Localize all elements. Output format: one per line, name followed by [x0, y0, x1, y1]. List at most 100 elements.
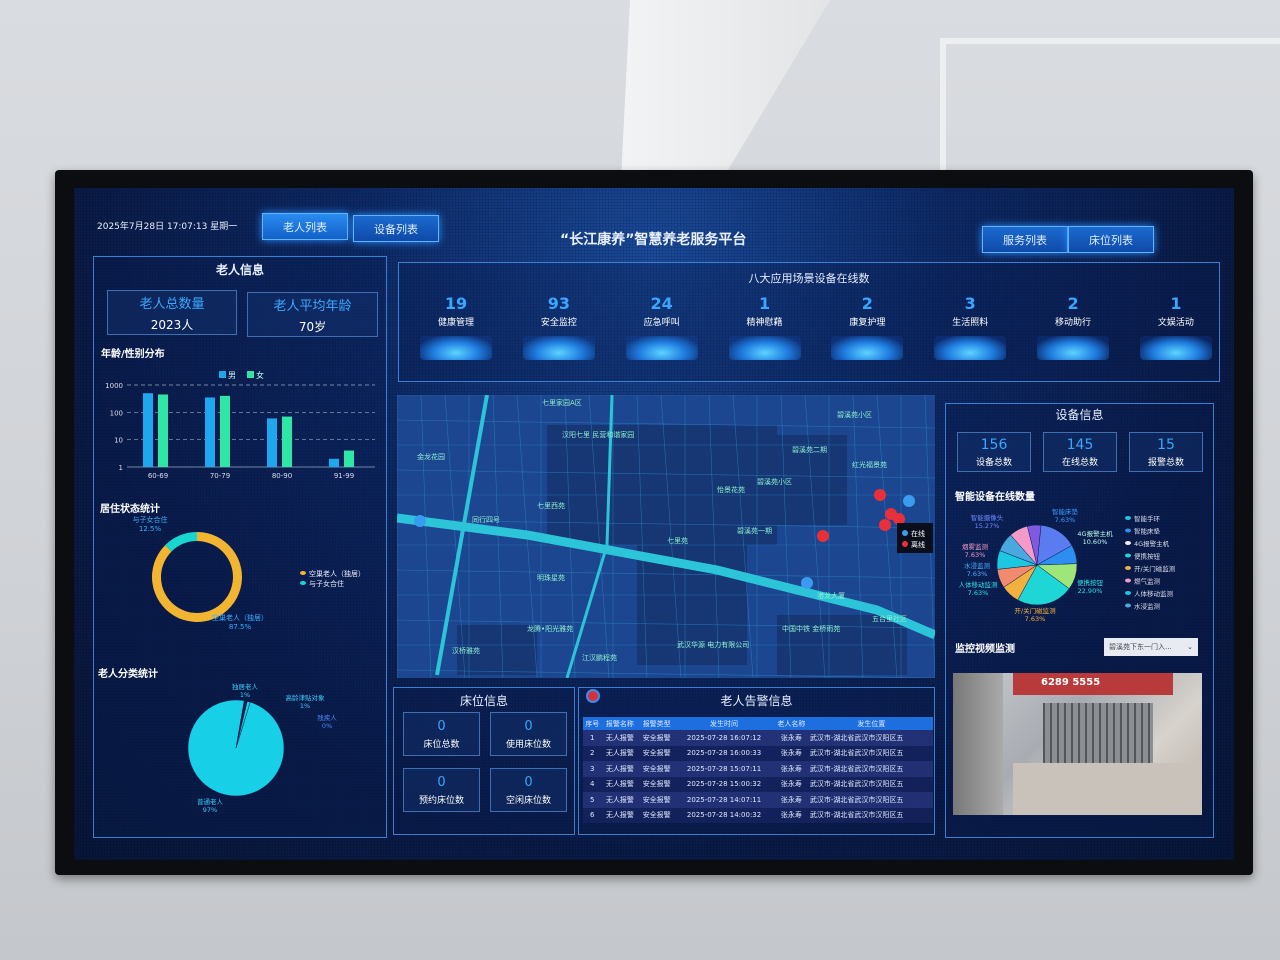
camera-select[interactable]: 碧溪苑下东一门入... ⌄	[1104, 638, 1198, 656]
alarm-cell: 2025-07-28 14:07:11	[675, 792, 773, 808]
alarm-cell: 张永寿	[772, 807, 810, 823]
scene-count: 2	[1067, 294, 1079, 313]
device-online-marker[interactable]	[801, 577, 813, 589]
map-place-label: 七里家园A区	[542, 398, 582, 407]
scene-item[interactable]: 2 康复护理	[827, 294, 907, 360]
slice-label: 残疾人	[317, 713, 337, 722]
elder-list-button[interactable]: 老人列表	[262, 213, 348, 240]
video-door	[953, 673, 1003, 815]
camera-sign: 6289 5555	[1013, 673, 1173, 695]
datetime: 2025年7月28日 17:07:13 星期一	[97, 222, 238, 232]
elder-avg-age-label: 老人平均年龄	[273, 298, 352, 314]
monitor-title: 监控视频监测	[955, 644, 1015, 655]
scene-count: 1	[758, 294, 771, 313]
scene-item[interactable]: 93 安全监控	[519, 294, 599, 360]
bed-stat-value: 0	[524, 718, 533, 734]
bed-grid: 0 床位总数 0 使用床位数 0 预约床位数 0 空闲床位数	[403, 712, 567, 812]
map-place-label: 碧溪苑二期	[792, 445, 827, 454]
camera-video-feed[interactable]: 6289 5555	[953, 673, 1202, 815]
map-street	[588, 395, 610, 678]
slice-value: 12.5%	[139, 525, 162, 533]
device-offline-marker[interactable]	[817, 530, 829, 542]
slice-value: 97%	[203, 806, 217, 814]
alarm-column-header: 老人名称	[772, 717, 810, 730]
map-street	[780, 395, 792, 678]
alarm-cell: 3	[583, 761, 602, 777]
map-street	[397, 619, 935, 629]
slice-普通老人	[187, 699, 285, 797]
scene-count: 19	[444, 294, 468, 313]
scene-platform	[728, 336, 801, 360]
device-online-marker[interactable]	[903, 495, 915, 507]
scene-label: 健康管理	[437, 318, 474, 328]
slice-value: 7.63%	[1025, 615, 1046, 623]
age-gender-bar-chart: 男 女 1 10 100 1000 60-69 70-79 80-90 91-99	[105, 370, 375, 480]
alarm-column-header: 发生位置	[809, 717, 933, 730]
alarm-cell: 安全报警	[638, 776, 676, 792]
alarm-cell: 安全报警	[638, 792, 676, 808]
slice-value: 0%	[322, 722, 332, 730]
device-list-button[interactable]: 设备列表	[353, 215, 439, 242]
slice-label: 与子女合住	[133, 515, 168, 524]
alarm-cell: 武汉市-湖北省武汉市汉阳区五	[809, 776, 933, 792]
bar-男-70-79	[205, 397, 215, 467]
device-offline-marker[interactable]	[874, 489, 886, 501]
slice-value: 7.63%	[1055, 516, 1076, 524]
scene-count: 93	[547, 294, 570, 313]
scene-item[interactable]: 1 精神慰藉	[725, 294, 805, 360]
scene-item[interactable]: 19 健康管理	[416, 294, 496, 360]
legend-label: 智能手环	[1134, 514, 1161, 523]
map-place-label: 红光福景苑	[852, 460, 887, 469]
scene-item[interactable]: 1 文娱活动	[1136, 294, 1216, 360]
alarm-row[interactable]: 4 无人报警 安全报警 2025-07-28 15:00:32 张永寿 武汉市-湖北省武汉…	[583, 776, 933, 792]
map-place-label: 碧溪苑一期	[737, 526, 772, 535]
scene-platform	[522, 336, 595, 360]
device-offline-marker[interactable]	[879, 519, 891, 531]
device-stat-label: 报警总数	[1147, 457, 1184, 468]
alarm-row[interactable]: 3 无人报警 安全报警 2025-07-28 15:07:11 张永寿 武汉市-湖北省武汉…	[583, 761, 933, 777]
legend-label: 与子女合住	[309, 579, 344, 588]
bed-stat-value: 0	[524, 774, 533, 790]
alarm-row[interactable]: 2 无人报警 安全报警 2025-07-28 16:00:33 张永寿 武汉市-湖北省武汉…	[583, 745, 933, 761]
device-title: 设备信息	[1055, 408, 1104, 422]
alarm-row[interactable]: 1 无人报警 安全报警 2025-07-28 16:07:12 张永寿 武汉市-湖北省武汉…	[583, 730, 933, 746]
map-street	[397, 469, 935, 479]
service-list-button[interactable]: 服务列表	[982, 226, 1068, 253]
alarm-cell: 5	[583, 792, 602, 808]
device-online-marker[interactable]	[414, 515, 426, 527]
legend-label: 开/关门磁监测	[1134, 564, 1176, 573]
alarm-row[interactable]: 6 无人报警 安全报警 2025-07-28 14:00:32 张永寿 武汉市-湖北省武汉…	[583, 807, 933, 823]
legend-label: 智能床垫	[1134, 527, 1161, 536]
alarm-table: 序号 报警名称 报警类型 发生时间 老人名称 发生位置 1 无人报警 安全报警 2025-07-2…	[583, 717, 933, 823]
map-legend-label: 离线	[911, 540, 925, 549]
scene-label: 康复护理	[849, 318, 886, 328]
legend-label: 便携按钮	[1134, 552, 1161, 561]
map-street	[660, 395, 682, 678]
map-legend-marker	[902, 530, 908, 536]
map-street	[444, 395, 466, 678]
slice-label: 水浸监测	[964, 561, 991, 570]
map-place-label: 七里西苑	[537, 501, 565, 510]
map-street	[708, 395, 720, 678]
slice-label: 开/关门磁监测	[1014, 606, 1056, 615]
scene-item[interactable]: 3 生活照料	[930, 294, 1010, 360]
alarm-row[interactable]: 5 无人报警 安全报警 2025-07-28 14:07:11 张永寿 武汉市-湖北省武汉…	[583, 792, 933, 808]
x-tick-label: 60-69	[148, 472, 168, 480]
scene-label: 安全监控	[540, 318, 577, 328]
scene-platform	[625, 336, 698, 360]
slice-高龄津贴对象	[235, 701, 251, 749]
alarm-table-wrap: 序号 报警名称 报警类型 发生时间 老人名称 发生位置 1 无人报警 安全报警 2025-07-2…	[583, 717, 933, 823]
device-offline-marker[interactable]	[893, 513, 905, 525]
map-place-label: 港龙大厦	[817, 591, 845, 600]
map-place-label: 汉阳七里 民营和谐家园	[562, 430, 634, 439]
map-street	[397, 419, 935, 429]
video-ground	[1013, 763, 1202, 815]
slice-value: 10.60%	[1083, 538, 1108, 546]
legend-label: 人体移动监测	[1134, 589, 1174, 598]
bed-stat-card: 0 空闲床位数	[490, 768, 567, 812]
bed-list-button[interactable]: 床位列表	[1068, 226, 1154, 253]
legend-marker	[300, 581, 306, 585]
scene-item[interactable]: 24 应急呼叫	[622, 294, 702, 360]
scene-item[interactable]: 2 移动助行	[1033, 294, 1113, 360]
